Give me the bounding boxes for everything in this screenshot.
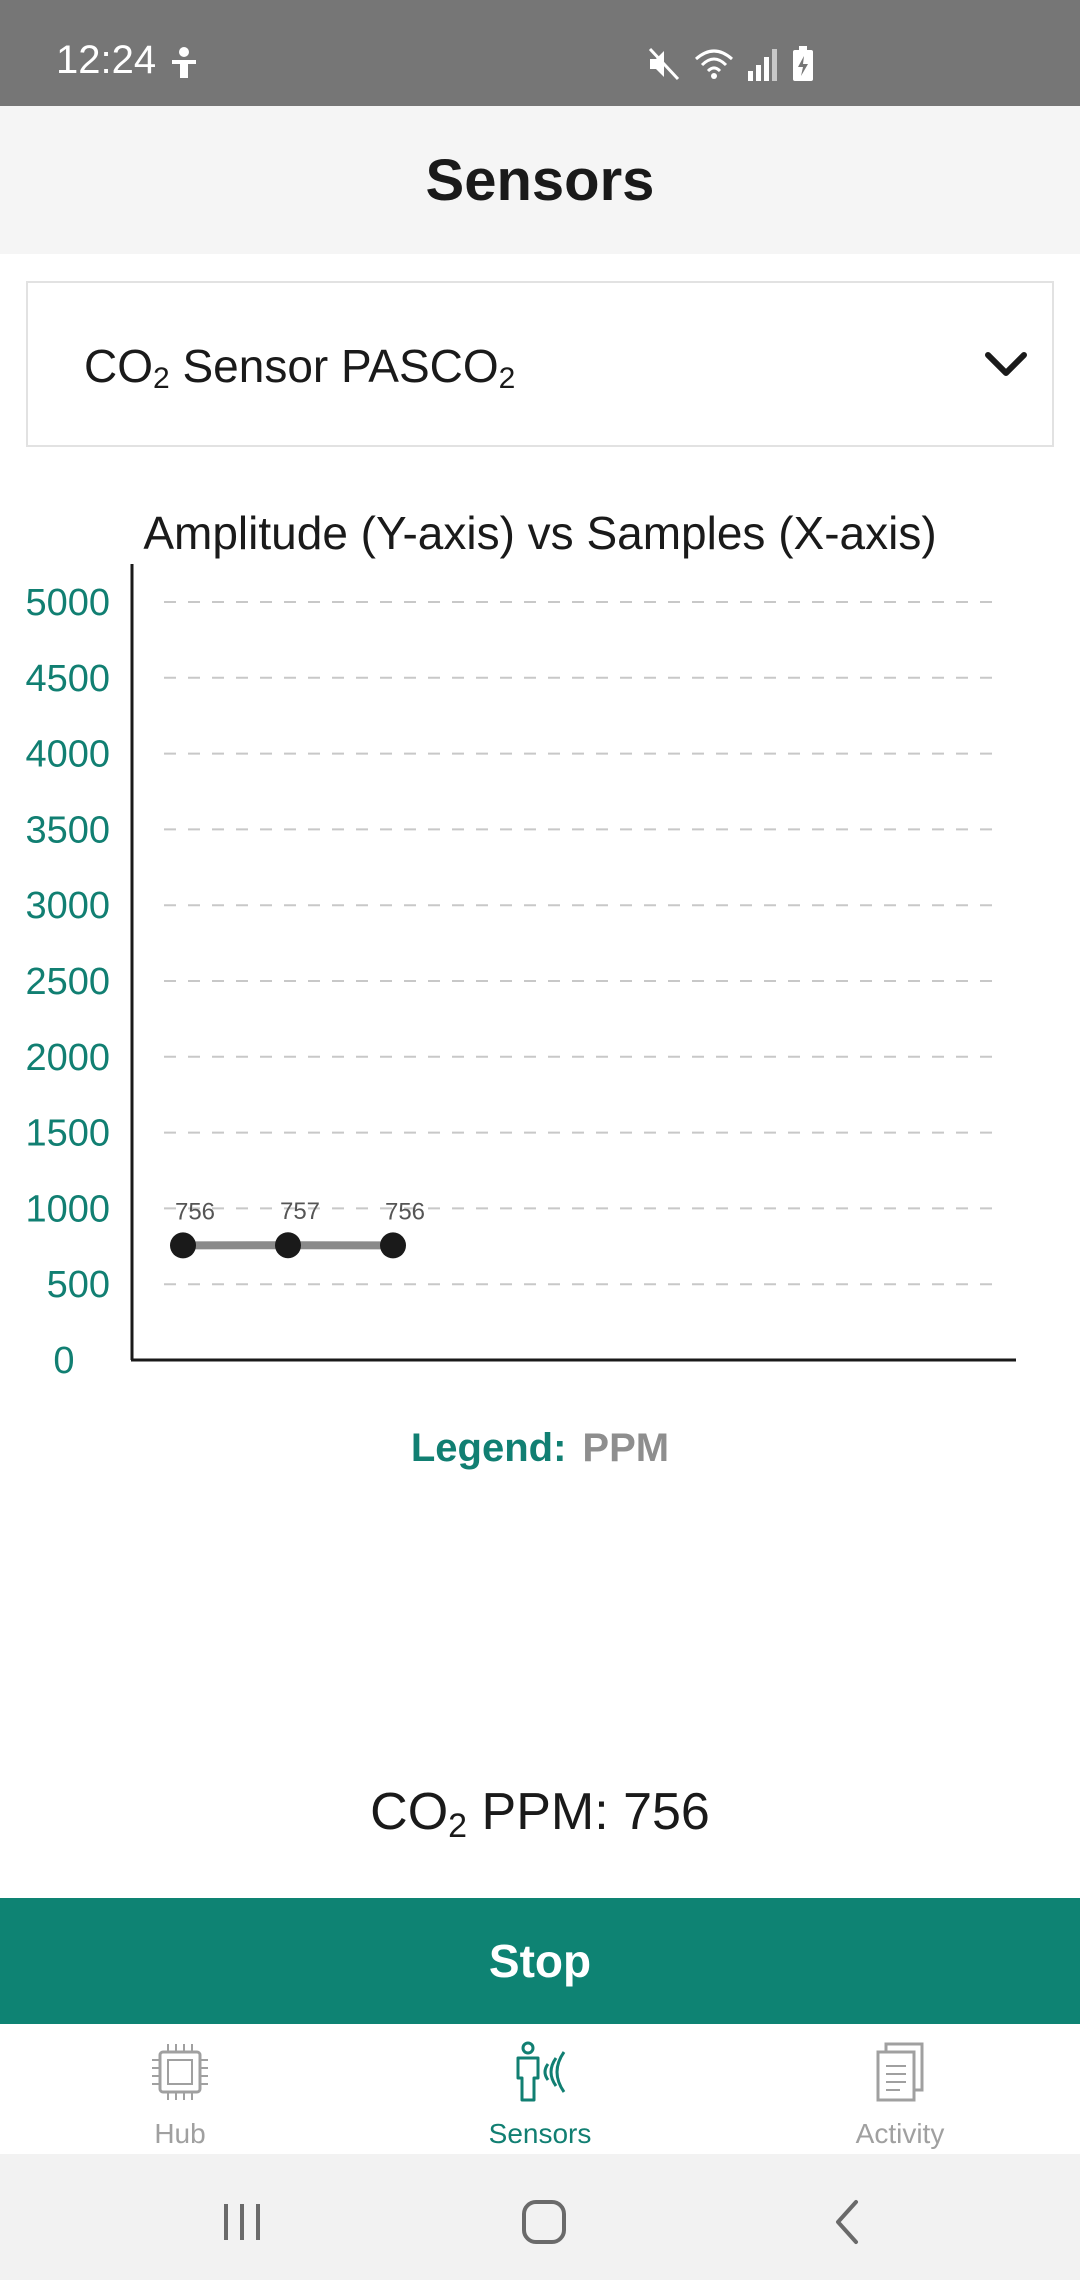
sensor-dropdown[interactable]: CO2 Sensor PASCO2 [26, 281, 1054, 447]
battery-charging-icon [793, 46, 813, 81]
y-tick-label: 3500 [25, 809, 110, 851]
nav-item-sensors[interactable]: Sensors [360, 2024, 720, 2154]
y-tick-label: 1500 [25, 1113, 110, 1155]
app-header: Sensors [0, 106, 1080, 254]
data-point-label: 756 [385, 1198, 425, 1225]
recent-apps-icon[interactable] [212, 2192, 272, 2252]
y-tick-label: 3000 [25, 885, 110, 927]
nav-label-hub: Hub [154, 2118, 206, 2149]
system-nav-bar [0, 2154, 1080, 2280]
chart-grid [164, 601, 1000, 1286]
chip-icon [152, 2044, 208, 2100]
y-tick-label: 0 [53, 1340, 74, 1380]
home-icon[interactable] [514, 2192, 574, 2252]
back-icon[interactable] [818, 2192, 878, 2252]
nav-item-activity[interactable]: Activity [720, 2024, 1080, 2154]
data-point [380, 1232, 406, 1259]
data-point [275, 1232, 301, 1259]
signal-icon [748, 49, 777, 81]
chart-legend: Legend: PPM [0, 1426, 1080, 1471]
y-tick-label: 5000 [25, 582, 110, 624]
y-tick-label: 2500 [25, 961, 110, 1003]
bottom-nav: Hub Sensors Activity [0, 2024, 1080, 2154]
person-signal-icon [516, 2041, 566, 2102]
page-title: Sensors [425, 147, 655, 213]
y-tick-label: 500 [47, 1264, 110, 1306]
y-axis-ticks: 0 500 1000 1500 2000 2500 3000 3500 4000 4500 5000 [25, 582, 110, 1380]
y-tick-label: 1000 [25, 1188, 110, 1230]
document-icon [876, 2042, 924, 2102]
status-time: 12:24 [56, 38, 157, 82]
nav-item-hub[interactable]: Hub [0, 2024, 360, 2154]
chart-title: Amplitude (Y-axis) vs Samples (X-axis) [143, 507, 937, 559]
y-tick-label: 4000 [25, 734, 110, 776]
sensor-dropdown-label: CO2 Sensor PASCO2 [84, 340, 516, 395]
legend-value: PPM [582, 1426, 670, 1470]
data-point-label: 757 [280, 1198, 320, 1225]
wifi-icon [695, 49, 733, 79]
chevron-down-icon [985, 352, 1027, 376]
mute-icon [648, 47, 680, 81]
y-tick-label: 4500 [25, 658, 110, 700]
y-tick-label: 2000 [25, 1037, 110, 1079]
nav-label-sensors: Sensors [488, 2118, 592, 2149]
status-icons [648, 46, 814, 82]
legend-key: Legend: [410, 1426, 567, 1470]
status-bar: 12:24 [0, 0, 1080, 106]
data-points: 756 757 756 [170, 1198, 425, 1259]
line-chart: 0 500 1000 1500 2000 2500 3000 3500 4000 4500 5000… [25, 564, 1016, 1380]
data-point-label: 756 [175, 1198, 215, 1225]
data-point [170, 1232, 196, 1259]
co2-reading: CO2 PPM: 756 [370, 1783, 710, 1845]
nav-label-activity: Activity [855, 2118, 945, 2149]
accessibility-icon [172, 47, 196, 78]
stop-button[interactable]: Stop [0, 1898, 1080, 2024]
